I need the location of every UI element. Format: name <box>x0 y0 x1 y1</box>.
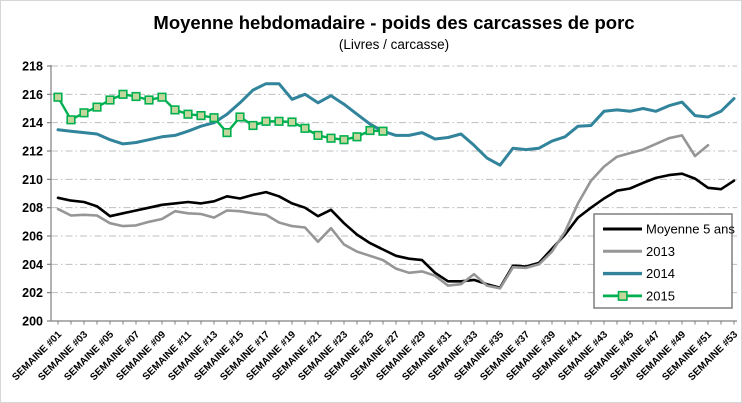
plot-area: 200 202 204 206 208 210 212 214 216 218 SEMAINE #0… <box>10 60 740 384</box>
y-axis-label: 212 <box>22 145 43 159</box>
series-marker <box>300 123 310 133</box>
y-axis-label: 206 <box>22 230 43 244</box>
y-axis-label: 216 <box>22 88 43 102</box>
chart-subtitle: (Livres / carcasse) <box>339 37 449 52</box>
series-marker <box>261 116 271 126</box>
series-marker <box>248 120 258 131</box>
series-2015 <box>53 89 388 145</box>
series-marker <box>131 91 141 102</box>
legend-label: Moyenne 5 ans <box>646 222 735 237</box>
legend-item-2013: 2013 <box>603 244 675 259</box>
y-axis-label: 208 <box>22 201 43 215</box>
series-marker <box>66 115 76 125</box>
series-line <box>56 82 736 167</box>
series-moyenne-5-ans <box>56 172 736 290</box>
legend-marker-sample <box>617 290 628 301</box>
y-axis-label: 202 <box>22 286 43 300</box>
series-2013 <box>56 134 710 290</box>
legend: Moyenne 5 ans 2013 2014 2015 <box>593 213 735 309</box>
series-marker <box>118 89 128 99</box>
series-marker <box>183 109 193 119</box>
series-marker <box>105 95 115 105</box>
series-marker <box>274 116 284 126</box>
series-marker <box>339 135 349 145</box>
series-line <box>56 172 736 290</box>
series-marker <box>157 92 167 102</box>
y-axis-label: 204 <box>22 258 43 272</box>
series-marker <box>144 95 154 105</box>
series-2014 <box>56 82 736 167</box>
chart-title: Moyenne hebdomadaire - poids des carcass… <box>153 12 634 33</box>
y-axis-label: 210 <box>22 173 43 187</box>
series-marker <box>352 132 362 142</box>
legend-label: 2013 <box>646 244 675 259</box>
series-marker <box>53 92 63 102</box>
series-marker <box>313 130 323 141</box>
y-axis-labels: 200 202 204 206 208 210 212 214 216 218 <box>22 60 43 329</box>
axes <box>47 65 737 325</box>
series-marker <box>170 105 180 115</box>
y-axis-label: 200 <box>22 315 43 329</box>
series-marker <box>235 112 245 122</box>
series-line <box>56 134 710 290</box>
series-marker <box>365 125 375 136</box>
series-marker <box>326 133 336 143</box>
series-marker <box>222 128 232 138</box>
y-axis-label: 218 <box>22 60 43 74</box>
series-marker <box>287 117 297 127</box>
legend-item-moyenne-5-ans: Moyenne 5 ans <box>603 222 735 237</box>
series-marker <box>378 126 388 136</box>
legend-label: 2015 <box>646 288 675 303</box>
y-axis-label: 214 <box>22 116 43 130</box>
series-marker <box>196 111 206 121</box>
series-marker <box>79 108 89 118</box>
series-marker <box>209 113 219 123</box>
legend-item-2015: 2015 <box>603 288 675 303</box>
legend-label: 2014 <box>646 266 675 281</box>
series-marker <box>92 102 102 112</box>
legend-item-2014: 2014 <box>603 266 675 281</box>
